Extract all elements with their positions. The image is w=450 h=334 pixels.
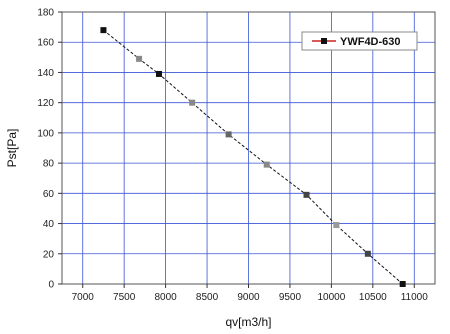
- x-axis-ticks: 7000 7500 8000 8500 9000 9500 10000 10500 11000: [72, 284, 429, 303]
- y-tick-label: 80: [43, 159, 55, 170]
- x-tick-label: 8000: [154, 292, 177, 303]
- y-tick-label: 20: [43, 249, 55, 260]
- y-axis-title: Pst[Pa]: [5, 129, 19, 168]
- series-layer: [100, 27, 406, 287]
- data-point: [155, 70, 162, 77]
- data-point: [136, 55, 143, 62]
- y-tick-label: 40: [43, 219, 55, 230]
- x-tick-label: 7000: [72, 292, 95, 303]
- y-tick-label: 180: [37, 8, 54, 19]
- y-tick-label: 60: [43, 189, 55, 200]
- y-tick-label: 140: [37, 68, 54, 79]
- data-point: [364, 250, 371, 257]
- series-line: [103, 29, 404, 285]
- legend-box: [301, 31, 418, 51]
- grid: [62, 11, 435, 285]
- data-point: [399, 281, 406, 287]
- data-point: [333, 222, 340, 229]
- x-tick-label: 10500: [359, 292, 387, 303]
- data-point: [225, 131, 232, 138]
- y-tick-label: 100: [37, 128, 54, 139]
- y-tick-label: 120: [37, 98, 54, 109]
- data-point: [263, 161, 270, 168]
- y-axis-ticks: 0 20 40 60 80 100 120 140 160 180: [37, 8, 62, 291]
- x-tick-label: 8500: [196, 292, 219, 303]
- x-tick-label: 10000: [317, 292, 345, 303]
- x-axis-title: qv[m3/h]: [225, 315, 271, 329]
- x-tick-label: 9000: [237, 292, 260, 303]
- data-point: [303, 191, 310, 198]
- legend: YWF4D-630: [301, 31, 418, 51]
- x-tick-label: 7500: [113, 292, 136, 303]
- legend-label: YWF4D-630: [340, 36, 401, 48]
- data-point: [100, 27, 107, 34]
- x-tick-label: 11000: [401, 292, 429, 303]
- legend-marker: [321, 38, 327, 44]
- x-tick-label: 9500: [279, 292, 302, 303]
- y-tick-label: 160: [37, 38, 54, 49]
- y-tick-label: 0: [48, 280, 54, 291]
- data-point: [189, 99, 196, 106]
